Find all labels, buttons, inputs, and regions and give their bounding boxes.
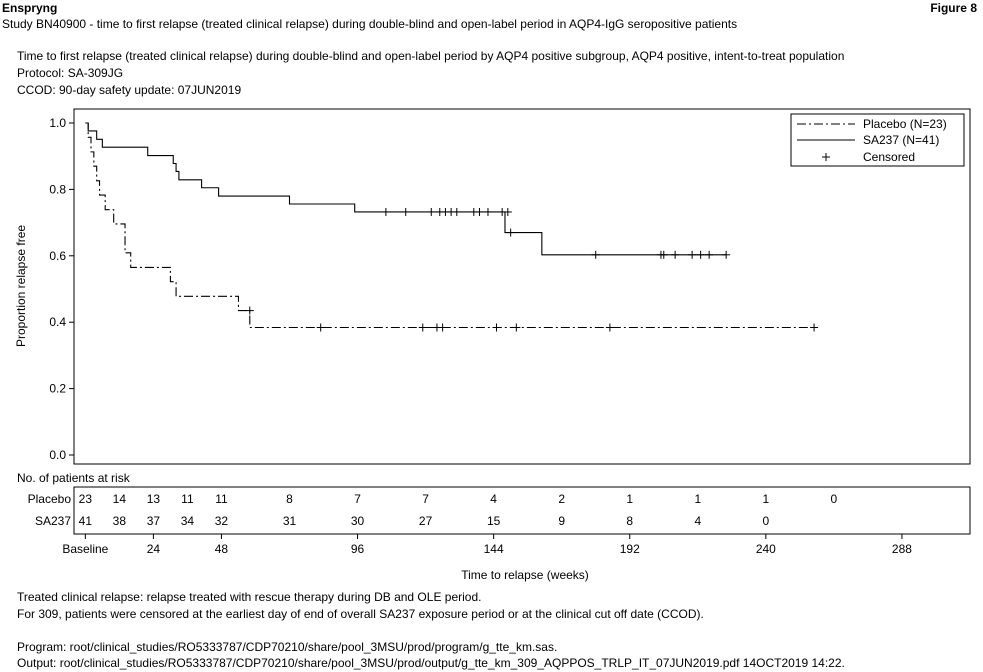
x-tick-label: 288 [892, 542, 912, 556]
legend-label: Placebo (N=23) [863, 117, 947, 131]
y-tick-label: 0.8 [49, 182, 66, 196]
risk-count: 2 [558, 492, 565, 506]
censor-mark-placebo [418, 323, 427, 332]
risk-count: 13 [147, 492, 161, 506]
x-tick-label: 192 [620, 542, 640, 556]
x-tick-label: 144 [484, 542, 504, 556]
censor-mark-sa237 [427, 207, 436, 216]
figure-label: Figure 8 [930, 1, 977, 15]
censor-mark-placebo [512, 323, 521, 332]
plot-frame [73, 108, 971, 465]
risk-count: 7 [422, 492, 429, 506]
x-tick-label: 48 [215, 542, 229, 556]
y-tick-label: 0.2 [49, 382, 66, 396]
censor-mark-sa237 [401, 207, 410, 216]
risk-count: 34 [181, 514, 195, 528]
risk-count: 14 [113, 492, 127, 506]
x-tick-label: Baseline [62, 542, 108, 556]
y-tick-label: 1.0 [49, 116, 66, 130]
footnote-2: For 309, patients were censored at the e… [17, 607, 704, 621]
censor-mark-placebo [316, 323, 325, 332]
censor-mark-placebo [492, 323, 501, 332]
censor-mark-sa237 [503, 207, 512, 216]
risk-count: 11 [215, 492, 228, 506]
risk-count: 4 [694, 514, 701, 528]
study-line: Study BN40900 - time to first relapse (t… [2, 17, 738, 31]
risk-count: 0 [831, 492, 838, 506]
risk-count: 23 [79, 492, 93, 506]
risk-count: 0 [763, 514, 770, 528]
protocol-line: Protocol: SA-309JG [17, 66, 124, 80]
censor-mark-sa237 [659, 250, 668, 259]
censor-mark-sa237 [722, 250, 731, 259]
output-path: Output: root/clinical_studies/RO5333787/… [17, 656, 845, 670]
risk-count: 30 [351, 514, 365, 528]
risk-count: 38 [113, 514, 127, 528]
product-title: Enspryng [2, 1, 58, 15]
risk-count: 7 [354, 492, 361, 506]
risk-count: 1 [626, 492, 633, 506]
risk-count: 9 [558, 514, 565, 528]
y-axis-label: Proportion relapse free [14, 225, 28, 347]
x-tick-label: 24 [147, 542, 161, 556]
y-tick-label: 0.0 [49, 448, 66, 462]
censor-mark-sa237 [671, 250, 680, 259]
ccod-line: CCOD: 90-day safety update: 07JUN2019 [17, 83, 242, 97]
risk-row-label: SA237 [35, 514, 71, 528]
x-tick-label: 240 [756, 542, 776, 556]
censor-mark-sa237 [483, 207, 492, 216]
risk-table-title: No. of patients at risk [17, 471, 131, 485]
censor-mark-sa237 [591, 250, 600, 259]
legend-label: SA237 (N=41) [863, 133, 939, 147]
series-line-placebo [85, 122, 815, 329]
risk-count: 1 [763, 492, 770, 506]
legend-label: Censored [863, 150, 915, 164]
censor-mark-sa237 [381, 207, 390, 216]
risk-count: 32 [215, 514, 229, 528]
censor-mark-placebo [605, 323, 614, 332]
series-line-sa237 [85, 122, 727, 256]
censor-mark-sa237 [452, 207, 461, 216]
y-tick-label: 0.4 [49, 315, 66, 329]
censor-mark-placebo [438, 323, 447, 332]
censor-mark-sa237 [688, 250, 697, 259]
risk-row-label: Placebo [28, 492, 72, 506]
risk-count: 4 [490, 492, 497, 506]
x-axis-label: Time to relapse (weeks) [461, 568, 589, 582]
x-tick-label: 96 [351, 542, 365, 556]
risk-count: 41 [79, 514, 93, 528]
risk-count: 11 [181, 492, 194, 506]
risk-count: 27 [419, 514, 433, 528]
risk-table-frame [73, 486, 971, 535]
risk-count: 8 [626, 514, 633, 528]
censor-mark-sa237 [475, 207, 484, 216]
censor-mark-sa237 [506, 228, 515, 237]
censor-mark-sa237 [705, 250, 714, 259]
risk-count: 31 [283, 514, 297, 528]
risk-count: 37 [147, 514, 161, 528]
censor-mark-sa237 [696, 250, 705, 259]
risk-count: 1 [694, 492, 701, 506]
censor-mark-placebo [245, 306, 254, 315]
footnote-1: Treated clinical relapse: relapse treate… [17, 590, 482, 604]
risk-count: 15 [487, 514, 501, 528]
chart-subtitle: Time to first relapse (treated clinical … [17, 49, 845, 63]
program-path: Program: root/clinical_studies/RO5333787… [17, 640, 558, 654]
censor-mark-placebo [810, 323, 819, 332]
risk-count: 8 [286, 492, 293, 506]
y-tick-label: 0.6 [49, 249, 66, 263]
